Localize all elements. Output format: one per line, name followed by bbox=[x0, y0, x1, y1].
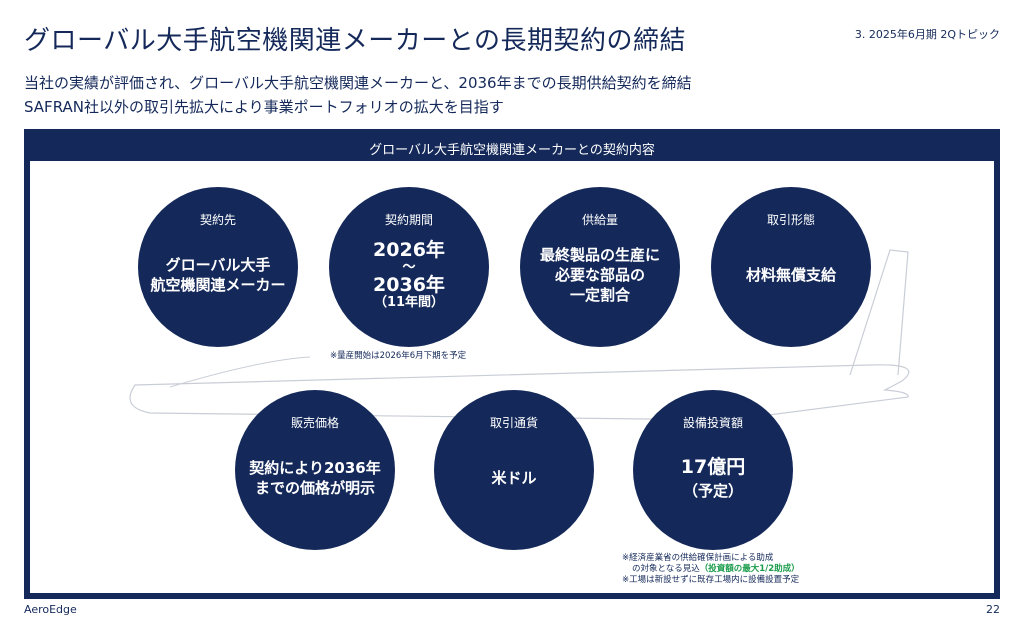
transaction-form-circle: 取引形態 材料無償支給 bbox=[711, 187, 871, 347]
supply-volume-line-3: 一定割合 bbox=[569, 286, 630, 305]
supply-volume-line-1: 最終製品の生産に bbox=[539, 245, 660, 264]
trade-currency-line-1: 米ドル bbox=[491, 468, 537, 487]
contract-partner-line-1: グローバル大手 bbox=[165, 255, 271, 274]
trade-currency-value: 米ドル bbox=[491, 432, 536, 550]
transaction-form-value: 材料無償支給 bbox=[746, 229, 836, 347]
capex-status: （予定） bbox=[682, 481, 743, 500]
sales-price-circle: 販売価格 契約により2036年 までの価格が明示 bbox=[235, 390, 395, 550]
subsidy-note: ※経済産業省の供給確保計画による助成 の対象となる見込（投資額の最大1/2助成）… bbox=[622, 553, 800, 586]
subsidy-note-line-1: ※経済産業省の供給確保計画による助成 bbox=[622, 553, 774, 563]
contract-period-circle: 契約期間 2026年 ～ 2036年 （11年間） bbox=[329, 187, 489, 347]
company-logo: AeroEdge bbox=[24, 603, 77, 616]
transaction-form-label: 取引形態 bbox=[766, 213, 815, 227]
transaction-form-line-1: 材料無償支給 bbox=[745, 265, 836, 284]
subtitle-line-1: 当社の実績が評価され、グローバル大手航空機関連メーカーと、2036年までの長期供… bbox=[24, 74, 692, 92]
contract-partner-label: 契約先 bbox=[199, 213, 236, 227]
sales-price-line-1: 契約により2036年 bbox=[249, 458, 381, 477]
supply-volume-value: 最終製品の生産に 必要な部品の 一定割合 bbox=[540, 229, 660, 347]
contract-partner-circle: 契約先 グローバル大手 航空機関連メーカー bbox=[138, 187, 298, 347]
contract-period-end: 2036年 bbox=[373, 274, 445, 296]
factory-note: ※工場は新設せずに既存工場内に設備設置予定 bbox=[622, 575, 800, 586]
subtitle-line-2: SAFRAN社以外の取引先拡大により事業ポートフォリオの拡大を目指す bbox=[24, 98, 504, 116]
capex-value: 17億円 （予定） bbox=[681, 432, 745, 550]
capex-circle: 設備投資額 17億円 （予定） bbox=[633, 390, 793, 550]
contract-panel: グローバル大手航空機関連メーカーとの契約内容 契約先 グローバル大手 航空機関連… bbox=[24, 129, 1000, 599]
section-tag: 3. 2025年6月期 2Qトピック bbox=[854, 28, 1000, 41]
page-number: 22 bbox=[986, 603, 1000, 616]
page-title: グローバル大手航空機関連メーカーとの長期契約の締結 bbox=[24, 26, 686, 56]
contract-partner-line-2: 航空機関連メーカー bbox=[150, 276, 286, 294]
mass-production-note: ※量産開始は2026年6月下期を予定 bbox=[330, 351, 467, 361]
contract-period-start: 2026年 bbox=[373, 238, 445, 261]
sales-price-label: 販売価格 bbox=[290, 416, 339, 430]
subsidy-note-line-2: の対象となる見込（投資額の最大1/2助成） bbox=[622, 564, 800, 575]
airplane-outline-icon bbox=[129, 249, 910, 421]
trade-currency-label: 取引通貨 bbox=[489, 416, 538, 430]
contract-period-separator: ～ bbox=[402, 259, 416, 275]
supply-volume-line-2: 必要な部品の bbox=[554, 265, 645, 284]
capex-label: 設備投資額 bbox=[682, 416, 743, 430]
capex-amount: 17億円 bbox=[680, 456, 746, 479]
contract-period-duration: （11年間） bbox=[373, 294, 445, 310]
subsidy-note-line-2-text: の対象となる見込 bbox=[632, 564, 700, 575]
sales-price-value: 契約により2036年 までの価格が明示 bbox=[249, 432, 380, 550]
supply-volume-circle: 供給量 最終製品の生産に 必要な部品の 一定割合 bbox=[520, 187, 680, 347]
contract-period-value: 2026年 ～ 2036年 （11年間） bbox=[373, 229, 445, 347]
contract-partner-value: グローバル大手 航空機関連メーカー bbox=[150, 229, 285, 347]
contract-period-label: 契約期間 bbox=[384, 213, 433, 227]
subsidy-highlight: （投資額の最大1/2助成） bbox=[699, 564, 800, 575]
panel-heading: グローバル大手航空機関連メーカーとの契約内容 bbox=[30, 135, 994, 161]
sales-price-line-2: までの価格が明示 bbox=[254, 479, 375, 497]
trade-currency-circle: 取引通貨 米ドル bbox=[434, 390, 594, 550]
supply-volume-label: 供給量 bbox=[581, 213, 618, 227]
